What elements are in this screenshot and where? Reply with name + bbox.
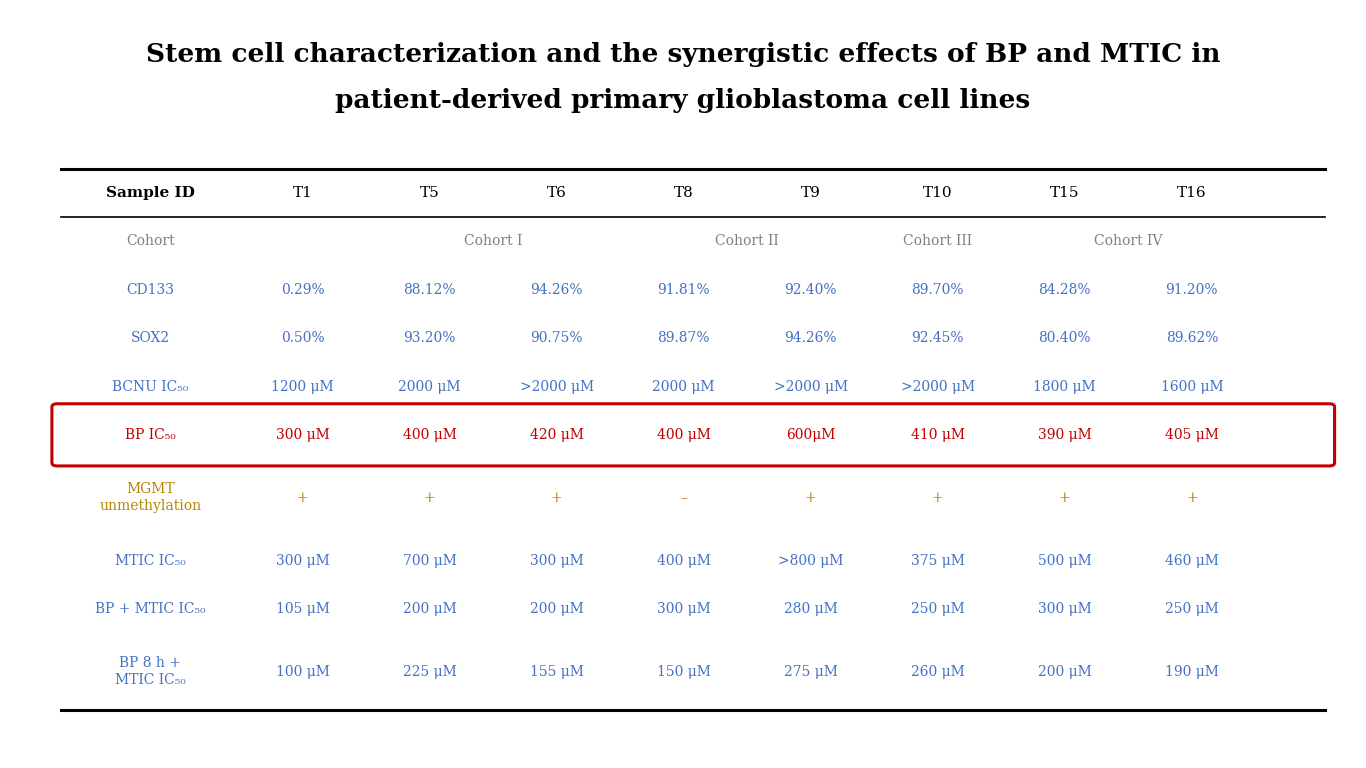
Text: T10: T10 xyxy=(923,186,952,200)
Text: 300 μM: 300 μM xyxy=(530,554,583,568)
Text: Cohort II: Cohort II xyxy=(716,234,779,249)
Text: T6: T6 xyxy=(546,186,567,200)
Text: T1: T1 xyxy=(292,186,313,200)
Text: 405 μM: 405 μM xyxy=(1165,428,1218,442)
Text: T15: T15 xyxy=(1050,186,1079,200)
Text: +: + xyxy=(1059,491,1071,505)
Text: 91.81%: 91.81% xyxy=(657,283,710,296)
Text: 190 μM: 190 μM xyxy=(1165,665,1218,679)
Text: 89.70%: 89.70% xyxy=(911,283,964,296)
Text: 300 μM: 300 μM xyxy=(276,554,329,568)
Text: 700 μM: 700 μM xyxy=(403,554,456,568)
Text: 260 μM: 260 μM xyxy=(911,665,964,679)
Text: 200 μM: 200 μM xyxy=(1038,665,1091,679)
Text: MGMT
unmethylation: MGMT unmethylation xyxy=(100,482,201,513)
Text: 300 μM: 300 μM xyxy=(276,428,329,442)
Text: 400 μM: 400 μM xyxy=(657,428,710,442)
Text: >2000 μM: >2000 μM xyxy=(900,379,975,393)
Text: 460 μM: 460 μM xyxy=(1165,554,1218,568)
Text: 600μM: 600μM xyxy=(785,428,836,442)
Text: Sample ID: Sample ID xyxy=(105,186,195,200)
Text: Cohort IV: Cohort IV xyxy=(1094,234,1162,249)
Text: BCNU IC₅₀: BCNU IC₅₀ xyxy=(112,379,189,393)
Text: Cohort III: Cohort III xyxy=(903,234,973,249)
Text: BP + MTIC IC₅₀: BP + MTIC IC₅₀ xyxy=(96,602,205,616)
Text: Cohort: Cohort xyxy=(126,234,175,249)
Text: 93.20%: 93.20% xyxy=(403,331,456,345)
Text: 155 μM: 155 μM xyxy=(530,665,583,679)
Text: 410 μM: 410 μM xyxy=(911,428,964,442)
Text: 300 μM: 300 μM xyxy=(1038,602,1091,616)
Text: BP 8 h +
MTIC IC₅₀: BP 8 h + MTIC IC₅₀ xyxy=(115,656,186,687)
Text: 90.75%: 90.75% xyxy=(530,331,583,345)
Text: 92.45%: 92.45% xyxy=(911,331,964,345)
Text: patient-derived primary glioblastoma cell lines: patient-derived primary glioblastoma cel… xyxy=(336,88,1030,114)
Text: 275 μM: 275 μM xyxy=(784,665,837,679)
Text: 2000 μM: 2000 μM xyxy=(653,379,714,393)
Text: +: + xyxy=(296,491,309,505)
Text: Cohort I: Cohort I xyxy=(464,234,522,249)
Text: >2000 μM: >2000 μM xyxy=(773,379,848,393)
Text: T16: T16 xyxy=(1177,186,1206,200)
Text: 200 μM: 200 μM xyxy=(403,602,456,616)
Text: 400 μM: 400 μM xyxy=(403,428,456,442)
Text: 2000 μM: 2000 μM xyxy=(399,379,460,393)
Text: 300 μM: 300 μM xyxy=(657,602,710,616)
Text: 0.50%: 0.50% xyxy=(281,331,324,345)
Text: +: + xyxy=(550,491,563,505)
Text: >800 μM: >800 μM xyxy=(779,554,843,568)
Text: T5: T5 xyxy=(419,186,440,200)
Text: 390 μM: 390 μM xyxy=(1038,428,1091,442)
Text: 89.87%: 89.87% xyxy=(657,331,710,345)
Text: –: – xyxy=(680,491,687,505)
Text: BP IC₅₀: BP IC₅₀ xyxy=(124,428,176,442)
Text: Stem cell characterization and the synergistic effects of BP and MTIC in: Stem cell characterization and the syner… xyxy=(146,42,1220,68)
Text: T9: T9 xyxy=(800,186,821,200)
Text: CD133: CD133 xyxy=(126,283,175,296)
Text: +: + xyxy=(805,491,817,505)
Text: 94.26%: 94.26% xyxy=(784,331,837,345)
Text: 1200 μM: 1200 μM xyxy=(272,379,333,393)
Text: 250 μM: 250 μM xyxy=(911,602,964,616)
Text: 1600 μM: 1600 μM xyxy=(1161,379,1223,393)
Text: +: + xyxy=(932,491,944,505)
Text: 225 μM: 225 μM xyxy=(403,665,456,679)
Text: +: + xyxy=(1186,491,1198,505)
Text: 1800 μM: 1800 μM xyxy=(1034,379,1096,393)
Text: 92.40%: 92.40% xyxy=(784,283,837,296)
Text: 200 μM: 200 μM xyxy=(530,602,583,616)
Text: 0.29%: 0.29% xyxy=(281,283,324,296)
Text: T8: T8 xyxy=(673,186,694,200)
Text: >2000 μM: >2000 μM xyxy=(519,379,594,393)
Text: +: + xyxy=(423,491,436,505)
Text: 375 μM: 375 μM xyxy=(911,554,964,568)
Text: 94.26%: 94.26% xyxy=(530,283,583,296)
Text: 105 μM: 105 μM xyxy=(276,602,329,616)
Text: 500 μM: 500 μM xyxy=(1038,554,1091,568)
Text: 280 μM: 280 μM xyxy=(784,602,837,616)
Text: 420 μM: 420 μM xyxy=(530,428,583,442)
Text: 89.62%: 89.62% xyxy=(1165,331,1218,345)
Text: 400 μM: 400 μM xyxy=(657,554,710,568)
Text: 250 μM: 250 μM xyxy=(1165,602,1218,616)
Text: 84.28%: 84.28% xyxy=(1038,283,1091,296)
Text: 88.12%: 88.12% xyxy=(403,283,456,296)
Text: 100 μM: 100 μM xyxy=(276,665,329,679)
Text: SOX2: SOX2 xyxy=(131,331,169,345)
Text: 80.40%: 80.40% xyxy=(1038,331,1091,345)
Text: MTIC IC₅₀: MTIC IC₅₀ xyxy=(115,554,186,568)
Text: 91.20%: 91.20% xyxy=(1165,283,1218,296)
Text: 150 μM: 150 μM xyxy=(657,665,710,679)
